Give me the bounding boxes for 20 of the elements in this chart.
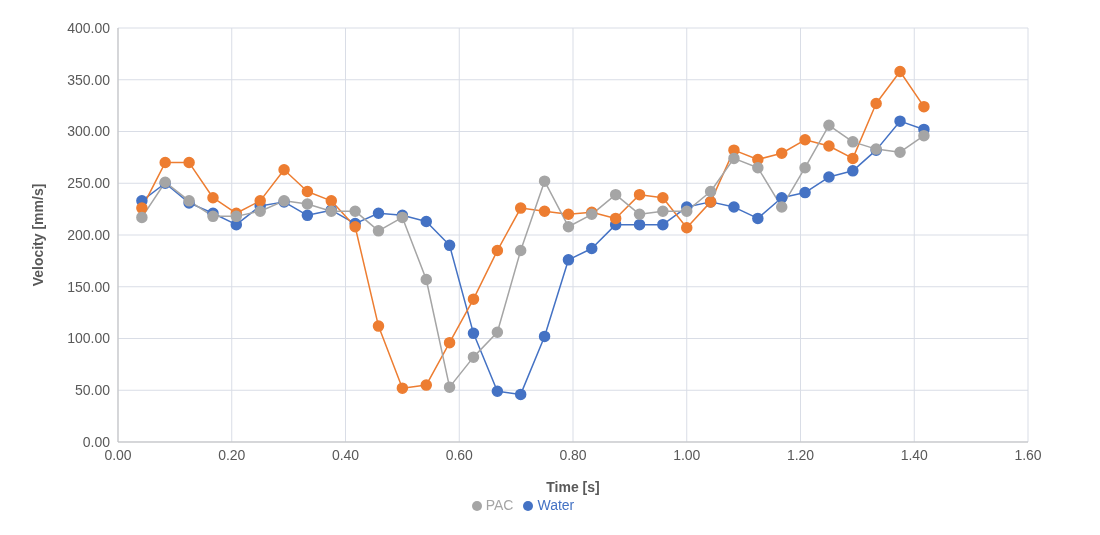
y-axis-title: Velocity [mm/s] xyxy=(29,183,46,287)
x-axis-title: Time [s] xyxy=(546,479,600,495)
y-tick-label: 50.00 xyxy=(74,382,111,399)
y-tick-label: 200.00 xyxy=(67,226,111,243)
legend-label: PAC xyxy=(485,497,514,513)
x-tick-label: 1.20 xyxy=(786,446,815,463)
x-tick-label: 1.60 xyxy=(1014,446,1042,463)
y-tick-label: 250.00 xyxy=(67,175,111,192)
legend-label: Water xyxy=(537,497,575,513)
x-tick-label: 0.80 xyxy=(559,446,587,463)
x-tick-label: 1.40 xyxy=(900,446,929,463)
y-tick-label: 400.00 xyxy=(67,19,111,36)
y-tick-label: 100.00 xyxy=(67,330,111,347)
y-tick-label: 300.00 xyxy=(67,123,111,140)
x-tick-label: 0.20 xyxy=(218,446,246,463)
x-tick-label: 0.40 xyxy=(331,446,360,463)
y-tick-label: 350.00 xyxy=(67,71,111,88)
x-tick-label: 1.00 xyxy=(673,446,701,463)
x-tick-label: 0.60 xyxy=(445,446,474,463)
y-tick-label: 150.00 xyxy=(67,278,111,295)
